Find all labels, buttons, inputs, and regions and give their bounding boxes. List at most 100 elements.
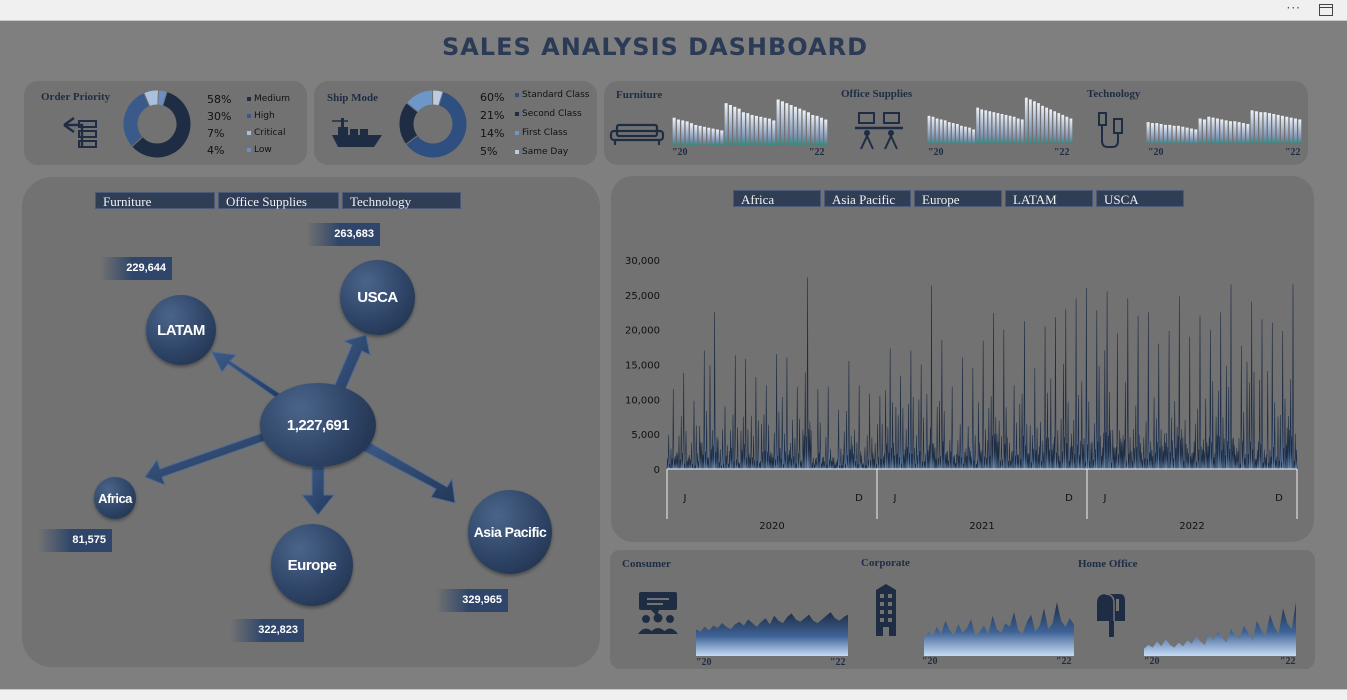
slicer-europe[interactable]: Europe	[914, 190, 1002, 207]
slicer-office-supplies[interactable]: Office Supplies	[218, 192, 339, 209]
region-node-latam[interactable]: LATAM	[146, 295, 216, 365]
ribbon-display-icon[interactable]	[1319, 4, 1333, 16]
home-office-area-chart[interactable]	[1144, 600, 1296, 656]
trend-bar	[1012, 116, 1016, 144]
trend-bar	[968, 127, 971, 144]
trend-bar	[720, 130, 724, 145]
furniture-end-label: "22	[809, 147, 825, 158]
ship-pct-2: 21%	[480, 109, 505, 122]
trend-bar	[1159, 124, 1163, 144]
region-arrows	[144, 334, 456, 516]
trend-bar	[676, 119, 680, 145]
donut-slice-same-day[interactable]	[432, 89, 444, 107]
trend-bar	[972, 129, 975, 144]
technology-trend-bars[interactable]	[1146, 94, 1302, 144]
trend-bar	[960, 125, 963, 144]
trend-bar	[1065, 116, 1069, 144]
ship-legend-standard: Standard Class	[515, 90, 589, 100]
people-chat-icon	[638, 592, 678, 634]
region-node-usca[interactable]: USCA	[340, 260, 415, 335]
trend-bar	[1069, 118, 1073, 144]
slicer-asia-pacific[interactable]: Asia Pacific	[824, 190, 911, 207]
trend-bar	[955, 124, 959, 144]
y-tick-label: 20,000	[625, 326, 660, 337]
region-node-europe[interactable]: Europe	[271, 524, 353, 606]
priority-icon	[63, 117, 97, 148]
trend-bar	[1220, 119, 1224, 144]
donut-slice-standard-class[interactable]	[405, 90, 468, 159]
office-start-label: "20	[928, 147, 944, 158]
furniture-trend-bars[interactable]	[672, 95, 828, 145]
consumer-area-chart[interactable]	[696, 600, 848, 656]
trend-bar	[772, 120, 776, 145]
region-node-asia-pacific[interactable]: Asia Pacific	[468, 490, 552, 574]
year-tick-label: 2020	[759, 521, 784, 532]
slicer-latam[interactable]: LATAM	[1005, 190, 1093, 207]
ship-legend-first: First Class	[515, 128, 567, 138]
region-node-africa[interactable]: Africa	[94, 477, 136, 519]
trend-bar	[1233, 121, 1237, 144]
trend-bar	[980, 109, 984, 144]
ship-icon	[332, 118, 382, 147]
trend-bar	[1211, 117, 1215, 144]
trend-bar	[1150, 123, 1154, 144]
slicer-furniture[interactable]: Furniture	[95, 192, 215, 209]
trend-bar	[815, 115, 819, 145]
daily-sales-chart[interactable]: 30,000 25,000 20,000 15,000 10,000 5,000 0 J D J D…	[611, 176, 1314, 542]
trend-bar	[793, 106, 797, 145]
trend-bar	[724, 103, 728, 145]
order-priority-card: Order Priority 58% 30% 7% 4% Medium High…	[24, 81, 307, 165]
more-options-icon[interactable]: ···	[1286, 1, 1301, 15]
africa-value-tag: 81,575	[38, 529, 112, 552]
latam-value-tag: 229,644	[100, 257, 172, 280]
trend-bar	[672, 117, 676, 145]
arrow-to-europe	[300, 466, 336, 516]
slicer-usca[interactable]: USCA	[1096, 190, 1184, 207]
trend-bar	[689, 123, 693, 145]
trend-bar	[964, 126, 967, 144]
consumer-start-label: "20	[696, 657, 712, 668]
slicer-technology[interactable]: Technology	[342, 192, 461, 209]
total-sales-node[interactable]: 1,227,691	[260, 383, 376, 467]
trend-bar	[1202, 119, 1206, 144]
trend-bar	[1020, 119, 1024, 144]
corporate-start-label: "20	[922, 656, 938, 667]
corporate-area-chart[interactable]	[924, 600, 1074, 656]
home-office-label: Home Office	[1078, 558, 1138, 570]
trend-bar	[715, 129, 719, 145]
ship-pct-3: 14%	[480, 127, 505, 140]
trend-bar	[733, 106, 737, 145]
trend-bar	[1185, 127, 1189, 144]
order-priority-donut[interactable]	[119, 86, 195, 162]
donut-slice-high[interactable]	[122, 92, 151, 148]
priority-pct-1: 58%	[207, 93, 232, 106]
trend-bar	[785, 103, 789, 145]
trend-bar	[707, 127, 711, 145]
dashboard-title: SALES ANALYSIS DASHBOARD	[441, 33, 869, 61]
trend-bar	[951, 123, 955, 144]
y-tick-label: 15,000	[625, 361, 660, 372]
priority-pct-2: 30%	[207, 110, 232, 123]
usb-cable-icon	[1098, 112, 1123, 148]
corporate-end-label: "22	[1056, 656, 1072, 667]
trend-bar	[1285, 116, 1289, 144]
office-supplies-trend-bars[interactable]	[927, 94, 1073, 144]
donut-slice-medium[interactable]	[130, 90, 192, 159]
trend-bar	[943, 120, 947, 144]
slicer-africa[interactable]: Africa	[733, 190, 821, 207]
trend-bar	[728, 105, 732, 145]
month-tick-label: J	[893, 493, 897, 504]
segment-area	[1144, 602, 1296, 656]
trend-bar	[1045, 107, 1048, 144]
corporate-label: Corporate	[861, 557, 910, 569]
furniture-start-label: "20	[672, 147, 688, 158]
trend-bar	[988, 111, 992, 144]
trend-bar	[984, 110, 988, 144]
month-tick-label: J	[683, 493, 687, 504]
donut-slice-low[interactable]	[157, 89, 168, 107]
trend-bar	[1246, 124, 1250, 144]
trend-bar	[1053, 111, 1057, 144]
ship-mode-donut[interactable]	[395, 86, 471, 162]
sheet-tabs-bar[interactable]	[0, 689, 1347, 700]
priority-legend-critical: Critical	[247, 128, 285, 138]
